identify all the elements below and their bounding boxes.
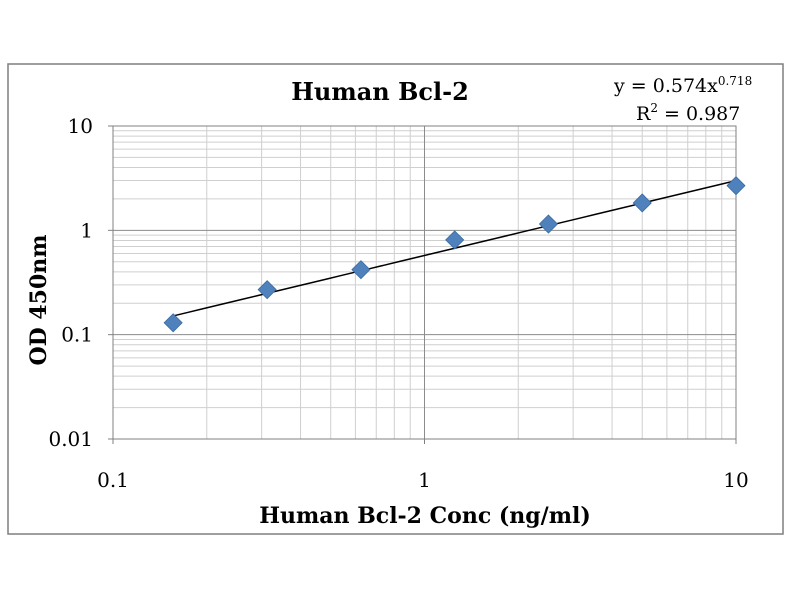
data-point <box>538 214 559 234</box>
data-point <box>163 313 183 333</box>
data-point <box>351 260 371 280</box>
y-tick-label: 1 <box>80 218 93 242</box>
trendline-equation-lead: y = 0.574x <box>613 75 718 97</box>
data-point <box>726 176 746 196</box>
data-point <box>632 193 652 213</box>
trendline-equation: y = 0.574x0.718 <box>613 74 752 97</box>
points-layer <box>163 176 746 333</box>
data-point <box>257 280 277 300</box>
x-tick-label: 0.1 <box>97 468 129 492</box>
y-tick-label: 0.01 <box>48 427 93 451</box>
r-squared-lead: R <box>636 103 651 125</box>
trendline-equation-exponent: 0.718 <box>718 74 752 88</box>
r-squared-value: = 0.987 <box>658 103 740 125</box>
x-tick-label: 10 <box>723 468 748 492</box>
trendline-r-squared: R2 = 0.987 <box>636 101 740 125</box>
x-axis-title: Human Bcl-2 Conc (ng/ml) <box>259 503 591 529</box>
r-squared-exponent: 2 <box>650 101 658 115</box>
y-tick-label: 0.1 <box>61 323 93 347</box>
chart-title: Human Bcl-2 <box>291 77 469 106</box>
data-point <box>445 230 465 250</box>
y-axis-title: OD 450nm <box>26 234 52 365</box>
plot-area-border <box>112 125 737 440</box>
y-tick-label: 10 <box>68 114 93 138</box>
x-tick-labels: 0.1 1 10 <box>97 468 749 492</box>
x-tick-label: 1 <box>418 468 431 492</box>
y-tick-labels: 0.01 0.1 1 10 <box>48 114 93 451</box>
